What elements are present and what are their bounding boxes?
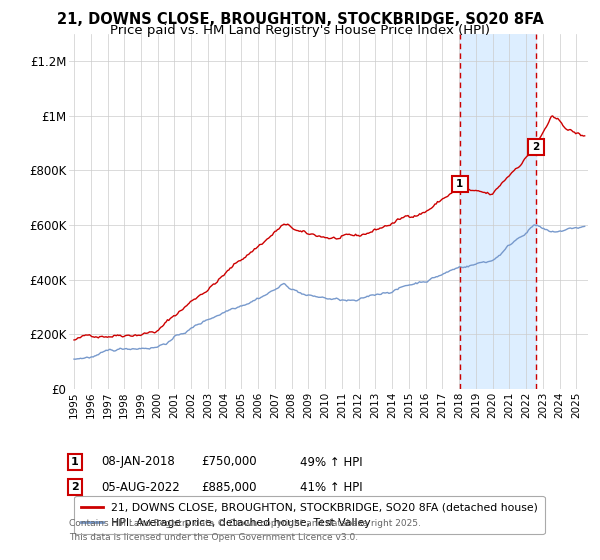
- Bar: [460, 34, 536, 389]
- Legend: 21, DOWNS CLOSE, BROUGHTON, STOCKBRIDGE, SO20 8FA (detached house), HPI: Average: 21, DOWNS CLOSE, BROUGHTON, STOCKBRIDGE,…: [74, 496, 545, 534]
- Text: £750,000: £750,000: [201, 455, 257, 469]
- Text: This data is licensed under the Open Government Licence v3.0.: This data is licensed under the Open Gov…: [69, 533, 358, 542]
- Text: Price paid vs. HM Land Registry's House Price Index (HPI): Price paid vs. HM Land Registry's House …: [110, 24, 490, 36]
- Text: 2: 2: [71, 482, 79, 492]
- Text: £885,000: £885,000: [201, 480, 257, 494]
- Text: 2: 2: [532, 142, 539, 152]
- Text: 1: 1: [456, 179, 463, 189]
- Text: 08-JAN-2018: 08-JAN-2018: [101, 455, 175, 469]
- Text: 1: 1: [71, 457, 79, 467]
- Text: 21, DOWNS CLOSE, BROUGHTON, STOCKBRIDGE, SO20 8FA: 21, DOWNS CLOSE, BROUGHTON, STOCKBRIDGE,…: [56, 12, 544, 27]
- Text: 49% ↑ HPI: 49% ↑ HPI: [300, 455, 362, 469]
- Text: Contains HM Land Registry data © Crown copyright and database right 2025.: Contains HM Land Registry data © Crown c…: [69, 519, 421, 528]
- Text: 41% ↑ HPI: 41% ↑ HPI: [300, 480, 362, 494]
- Text: 05-AUG-2022: 05-AUG-2022: [101, 480, 179, 494]
